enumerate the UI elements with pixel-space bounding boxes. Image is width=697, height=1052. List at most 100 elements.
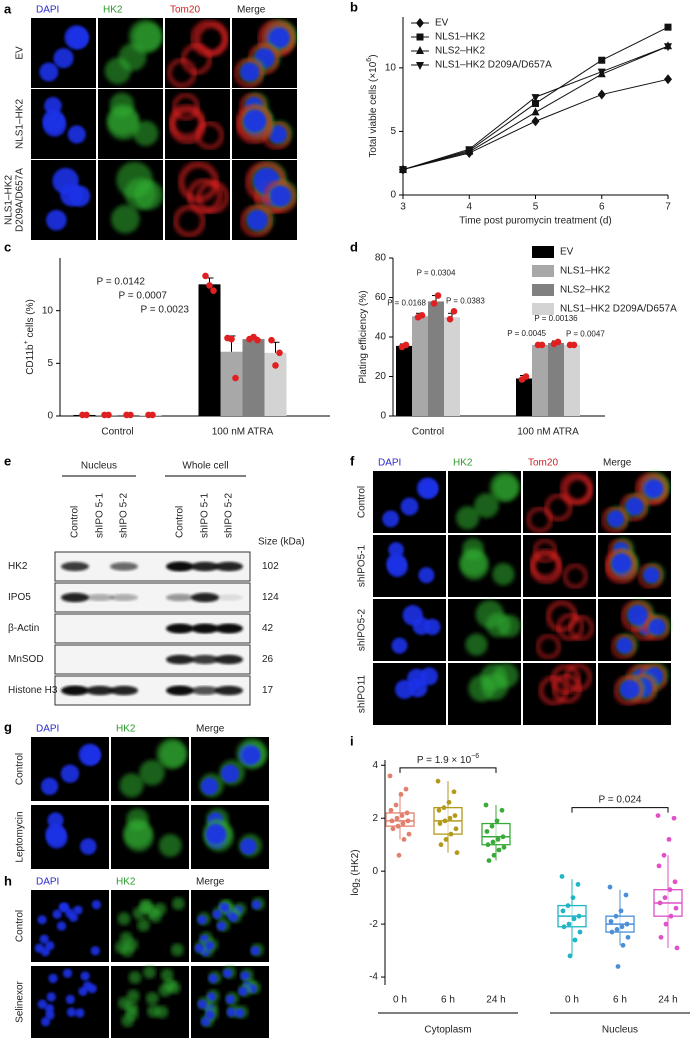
cells — [529, 538, 588, 589]
data-point — [575, 882, 581, 887]
marker — [664, 74, 672, 85]
nucleus — [220, 764, 240, 783]
nucleus — [400, 497, 419, 516]
tom20-signal — [544, 493, 573, 522]
nucleus — [625, 497, 644, 516]
column-header: HK2 — [453, 458, 473, 469]
data-point — [402, 341, 410, 349]
hk2-signal — [107, 104, 139, 136]
data-point — [554, 338, 562, 346]
nucleus — [235, 1008, 245, 1018]
cells — [538, 663, 593, 706]
x-tick-label: 100 nM ATRA — [212, 427, 274, 438]
column-header: Tom20 — [528, 458, 558, 469]
row-label: D209A/D657A — [15, 168, 26, 232]
data-point — [232, 374, 239, 382]
column-header: Merge — [603, 458, 632, 469]
data-point — [614, 927, 620, 932]
y-tick-label: 10 — [42, 305, 54, 316]
hk2-signal — [139, 759, 165, 786]
nucleus — [60, 764, 80, 783]
data-point — [613, 913, 619, 919]
nucleus — [40, 1016, 51, 1027]
nucleus — [270, 185, 292, 207]
data-point — [657, 900, 663, 906]
nucleus — [200, 1016, 211, 1027]
nucleus — [216, 921, 227, 931]
p-value: P = 0.0047 — [566, 329, 605, 338]
nucleus — [52, 167, 79, 195]
legend-label: NLS1–HK2 D209A/D657A — [560, 304, 677, 315]
tom20-signal — [643, 615, 670, 641]
hk2-signal — [119, 773, 144, 798]
data-point — [624, 921, 630, 927]
x-tick-label: 24 h — [486, 995, 505, 1006]
nucleus — [46, 209, 67, 231]
data-point — [618, 908, 624, 914]
tom20-signal — [545, 600, 578, 633]
x-tick-label: Control — [101, 427, 133, 438]
y-tick-label: 80 — [375, 253, 387, 264]
panel-label: b — [350, 0, 358, 14]
hk2-signal — [117, 996, 131, 1010]
band — [215, 654, 243, 665]
data-point — [623, 892, 629, 898]
tom20-signal — [601, 506, 628, 533]
band — [166, 654, 194, 665]
data-point — [615, 964, 621, 969]
cells — [39, 25, 89, 82]
tom20-signal — [526, 506, 553, 533]
y-axis-label: CD11b+ cells (%) — [23, 299, 36, 375]
hk2-signal — [145, 991, 159, 1005]
tom20-signal — [532, 538, 558, 564]
column-header: HK2 — [116, 724, 136, 735]
nucleus — [67, 125, 86, 144]
significance-bracket — [399, 767, 497, 773]
hk2-signal — [137, 918, 150, 932]
data-point — [387, 773, 393, 779]
band — [61, 685, 89, 696]
nucleus — [250, 946, 260, 956]
panel-label: a — [4, 1, 12, 16]
p-value: P = 0.0168 — [387, 298, 426, 307]
nucleus — [39, 934, 49, 944]
nucleus — [607, 510, 625, 528]
nucleus — [649, 618, 666, 636]
nucleus — [241, 745, 261, 765]
data-point — [446, 799, 452, 805]
nucleus — [419, 479, 438, 498]
tom20-signal — [568, 615, 595, 641]
bar — [264, 352, 287, 416]
p-value: P = 0.0304 — [417, 269, 456, 278]
data-point — [672, 879, 678, 885]
data-point — [522, 373, 530, 380]
nucleus — [226, 1007, 237, 1017]
nucleus — [420, 667, 439, 686]
data-point — [658, 934, 664, 940]
data-point — [206, 282, 213, 289]
nucleus — [212, 909, 222, 919]
marker — [664, 43, 672, 52]
row-label: Control — [15, 753, 26, 785]
data-point — [398, 792, 404, 797]
hk2-signal — [148, 909, 162, 923]
legend-swatch — [532, 284, 554, 296]
marker — [664, 23, 672, 31]
image-tile — [31, 805, 109, 869]
bar — [564, 344, 580, 416]
p-value: P = 0.0383 — [446, 296, 485, 305]
data-point — [406, 831, 412, 837]
x-tick-label: Control — [412, 427, 444, 438]
data-point — [83, 411, 90, 419]
group-header: Nucleus — [81, 461, 117, 472]
band — [86, 593, 114, 602]
data-point — [401, 837, 407, 842]
cells — [386, 542, 435, 584]
hk2-signal — [125, 1007, 139, 1021]
data-point — [666, 837, 672, 842]
legend-label: NLS2–HK2 — [435, 46, 485, 57]
hk2-signal — [171, 897, 185, 911]
hk2-signal — [158, 833, 182, 858]
significance-bracket — [571, 807, 669, 813]
band — [110, 562, 138, 571]
